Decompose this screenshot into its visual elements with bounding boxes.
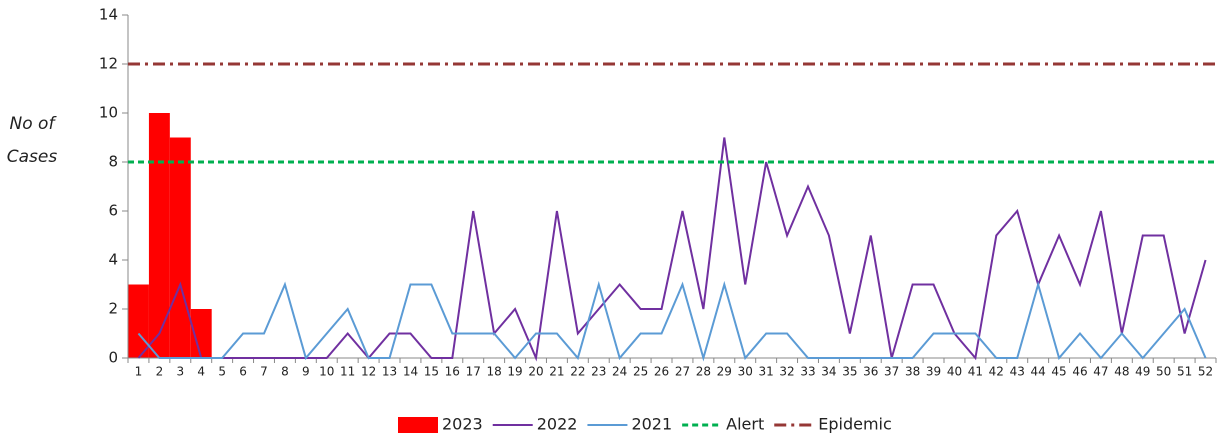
y-tick-label: 0 xyxy=(108,349,118,367)
x-tick-label: 29 xyxy=(717,365,732,379)
series-line xyxy=(137,137,1207,362)
y-tick-label: 2 xyxy=(108,300,118,318)
x-tick-label: 43 xyxy=(1010,365,1025,379)
legend-label: Alert xyxy=(726,415,764,434)
x-tick-label: 40 xyxy=(947,365,962,379)
x-tick-label: 10 xyxy=(319,365,334,379)
x-tick-label: 7 xyxy=(260,365,268,379)
x-tick-label: 47 xyxy=(1093,365,1108,379)
x-tick-label: 32 xyxy=(779,365,794,379)
x-tick-label: 42 xyxy=(989,365,1004,379)
legend-label: 2022 xyxy=(537,415,578,434)
x-tick-label: 17 xyxy=(466,365,481,379)
x-tick-label: 50 xyxy=(1156,365,1171,379)
legend-swatch xyxy=(398,417,438,433)
x-tick-label: 35 xyxy=(842,365,857,379)
bar xyxy=(148,113,170,358)
x-tick-label: 25 xyxy=(633,365,648,379)
x-tick-label: 1 xyxy=(135,365,143,379)
x-tick-label: 24 xyxy=(612,365,627,379)
y-tick-label: 6 xyxy=(108,202,118,220)
x-tick-label: 5 xyxy=(218,365,226,379)
x-tick-label: 14 xyxy=(403,365,418,379)
x-tick-label: 46 xyxy=(1072,365,1087,379)
y-tick-label: 4 xyxy=(108,251,118,269)
legend-label: 2023 xyxy=(442,415,483,434)
x-tick-label: 6 xyxy=(239,365,247,379)
x-tick-label: 45 xyxy=(1051,365,1066,379)
x-tick-label: 15 xyxy=(424,365,439,379)
y-tick-label: 10 xyxy=(99,104,118,122)
legend-label: Epidemic xyxy=(818,415,892,434)
x-tick-label: 39 xyxy=(926,365,941,379)
x-tick-label: 34 xyxy=(821,365,836,379)
y-tick-label: 8 xyxy=(108,153,118,171)
x-tick-label: 36 xyxy=(863,365,878,379)
x-tick-label: 22 xyxy=(570,365,585,379)
x-tick-label: 30 xyxy=(738,365,753,379)
x-tick-label: 19 xyxy=(507,365,522,379)
bar xyxy=(169,137,191,358)
x-tick-label: 27 xyxy=(675,365,690,379)
x-tick-label: 11 xyxy=(340,365,355,379)
x-tick-label: 9 xyxy=(302,365,310,379)
x-tick-label: 16 xyxy=(445,365,460,379)
x-tick-label: 2 xyxy=(156,365,164,379)
y-axis-label: Cases xyxy=(7,147,58,167)
y-axis-label: No of xyxy=(10,114,58,134)
x-tick-label: 23 xyxy=(591,365,606,379)
series-line xyxy=(137,280,1207,362)
bar xyxy=(190,309,212,358)
x-tick-label: 44 xyxy=(1031,365,1046,379)
x-tick-label: 12 xyxy=(361,365,376,379)
x-tick-label: 8 xyxy=(281,365,289,379)
x-tick-label: 28 xyxy=(696,365,711,379)
x-tick-label: 13 xyxy=(382,365,397,379)
bar xyxy=(128,284,149,358)
x-tick-label: 4 xyxy=(197,365,205,379)
x-tick-label: 52 xyxy=(1198,365,1213,379)
y-tick-label: 12 xyxy=(99,55,118,73)
x-tick-label: 38 xyxy=(905,365,920,379)
legend-label: 2021 xyxy=(631,415,672,434)
x-tick-label: 31 xyxy=(759,365,774,379)
x-tick-label: 37 xyxy=(884,365,899,379)
x-tick-label: 18 xyxy=(487,365,502,379)
x-tick-label: 20 xyxy=(528,365,543,379)
x-tick-label: 33 xyxy=(800,365,815,379)
x-tick-label: 3 xyxy=(176,365,184,379)
x-tick-label: 26 xyxy=(654,365,669,379)
y-tick-label: 14 xyxy=(99,6,118,24)
x-tick-label: 21 xyxy=(549,365,564,379)
x-tick-label: 51 xyxy=(1177,365,1192,379)
x-tick-label: 41 xyxy=(968,365,983,379)
x-tick-label: 49 xyxy=(1135,365,1150,379)
x-tick-label: 48 xyxy=(1114,365,1129,379)
